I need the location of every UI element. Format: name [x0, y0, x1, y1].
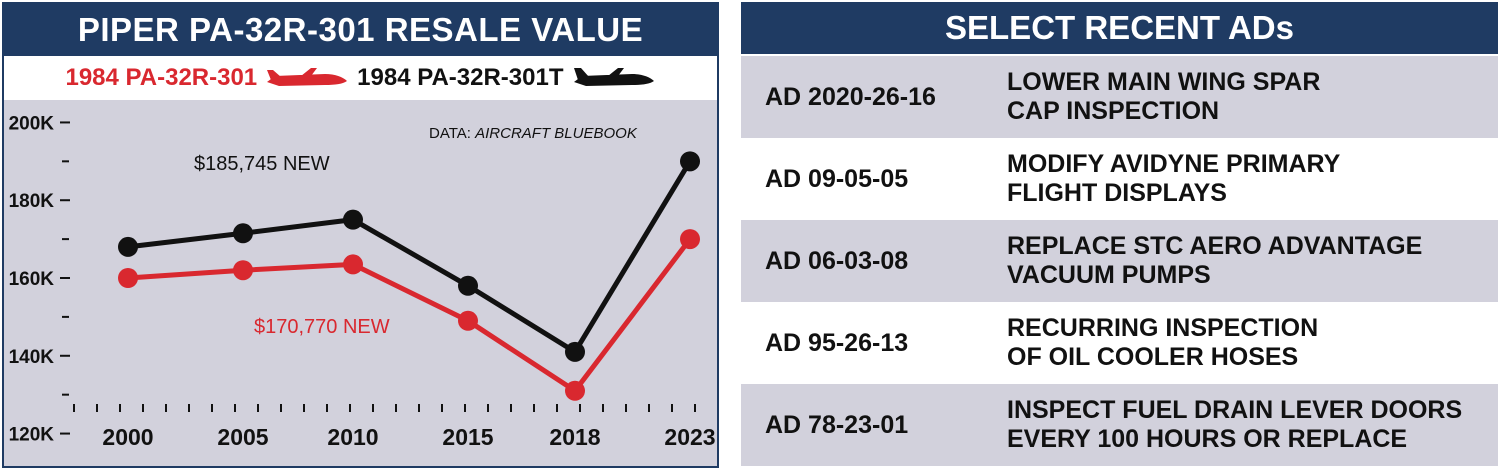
series-line-301t — [127, 160, 693, 355]
ad-number: AD 78-23-01 — [765, 410, 909, 439]
ad-row: AD 06-03-08 REPLACE STC AERO ADVANTAGE VAC… — [741, 220, 1498, 302]
ad-description-line: MODIFY AVIDYNE PRIMARY — [1007, 150, 1341, 178]
data-point-301 — [680, 229, 700, 250]
y-tick-label: 120K — [9, 425, 55, 446]
ad-description-line: INSPECT FUEL DRAIN LEVER DOORS — [1007, 396, 1463, 424]
airplane-icon — [573, 68, 654, 86]
ad-description-line: CAP INSPECTION — [1007, 97, 1220, 125]
ad-description-line: REPLACE STC AERO ADVANTAGE — [1007, 232, 1423, 260]
ad-number: AD 95-26-13 — [765, 328, 909, 357]
ad-description-line: OF OIL COOLER HOSES — [1007, 343, 1299, 371]
ad-description: LOWER MAIN WING SPAR CAP INSPECTION — [1007, 68, 1320, 126]
ad-description: MODIFY AVIDYNE PRIMARY FLIGHT DISPLAYS — [1007, 150, 1340, 208]
series-line-301 — [127, 237, 692, 394]
data-point-301t — [680, 151, 700, 172]
ad-number: AD 2020-26-16 — [765, 82, 936, 111]
x-tick-label: 2000 — [102, 424, 153, 450]
data-point-301t — [343, 209, 363, 230]
data-source: DATA: AIRCRAFT BLUEBOOK — [429, 125, 638, 142]
x-tick-label: 2015 — [442, 424, 493, 450]
ad-description: INSPECT FUEL DRAIN LEVER DOORS EVERY 100 … — [1007, 396, 1462, 454]
x-tick-label: 2010 — [327, 424, 378, 450]
annotation-301t-new-price: $185,745 NEW — [194, 153, 330, 175]
ad-row: AD 2020-26-16 LOWER MAIN WING SPAR CAP INS… — [741, 56, 1498, 138]
data-point-301 — [118, 268, 138, 288]
data-point-301t — [458, 275, 478, 296]
ad-number: AD 06-03-08 — [765, 246, 909, 275]
data-point-301 — [565, 380, 585, 401]
ad-description: RECURRING INSPECTION OF OIL COOLER HOSES — [1007, 314, 1318, 372]
recent-ads-panel: SELECT RECENT ADs AD 2020-26-16 LOWER MAI… — [741, 2, 1498, 468]
line-chart: 120K 140K 160K 180K 200K 2000 2005 2010 2015 2018… — [9, 113, 716, 450]
ads-title: SELECT RECENT ADs — [741, 2, 1498, 54]
airplane-icon — [267, 68, 348, 86]
data-point-301t — [233, 223, 253, 244]
data-point-301 — [458, 310, 478, 331]
legend-label-301t: 1984 PA-32R-301T — [357, 64, 564, 91]
x-tick-label: 2023 — [664, 424, 715, 450]
legend-label-301: 1984 PA-32R-301 — [65, 64, 258, 91]
ad-description-line: FLIGHT DISPLAYS — [1007, 179, 1227, 207]
y-tick-label: 180K — [9, 191, 55, 212]
ad-description-line: RECURRING INSPECTION — [1007, 314, 1319, 342]
resale-value-panel: PIPER PA-32R-301 RESALE VALUE 1984 PA-32… — [2, 2, 719, 468]
ad-description: REPLACE STC AERO ADVANTAGE VACUUM PUMPS — [1007, 232, 1422, 290]
ad-row: AD 78-23-01 INSPECT FUEL DRAIN LEVER DOOR… — [741, 384, 1498, 466]
x-tick-label: 2018 — [549, 424, 600, 450]
y-tick-label: 160K — [9, 269, 55, 290]
ad-number: AD 09-05-05 — [765, 164, 909, 193]
x-tick-label: 2005 — [217, 424, 268, 450]
data-point-301 — [233, 260, 253, 281]
data-point-301 — [343, 254, 363, 275]
ad-description-line: LOWER MAIN WING SPAR — [1007, 68, 1321, 96]
chart-title: PIPER PA-32R-301 RESALE VALUE — [4, 4, 717, 56]
ad-description-line: VACUUM PUMPS — [1007, 261, 1211, 289]
ad-row: AD 95-26-13 RECURRING INSPECTION OF OIL CO… — [741, 302, 1498, 384]
annotation-301-new-price: $170,770 NEW — [254, 316, 390, 338]
data-point-301t — [118, 236, 138, 257]
data-point-301t — [565, 341, 585, 362]
y-tick-label: 200K — [9, 113, 55, 134]
legend: 1984 PA-32R-301 1984 PA-32R-301T — [4, 56, 717, 100]
y-tick-label: 140K — [9, 347, 55, 368]
ad-description-line: EVERY 100 HOURS OR REPLACE — [1007, 425, 1408, 453]
ad-row: AD 09-05-05 MODIFY AVIDYNE PRIMARY FLIGHT … — [741, 138, 1498, 220]
